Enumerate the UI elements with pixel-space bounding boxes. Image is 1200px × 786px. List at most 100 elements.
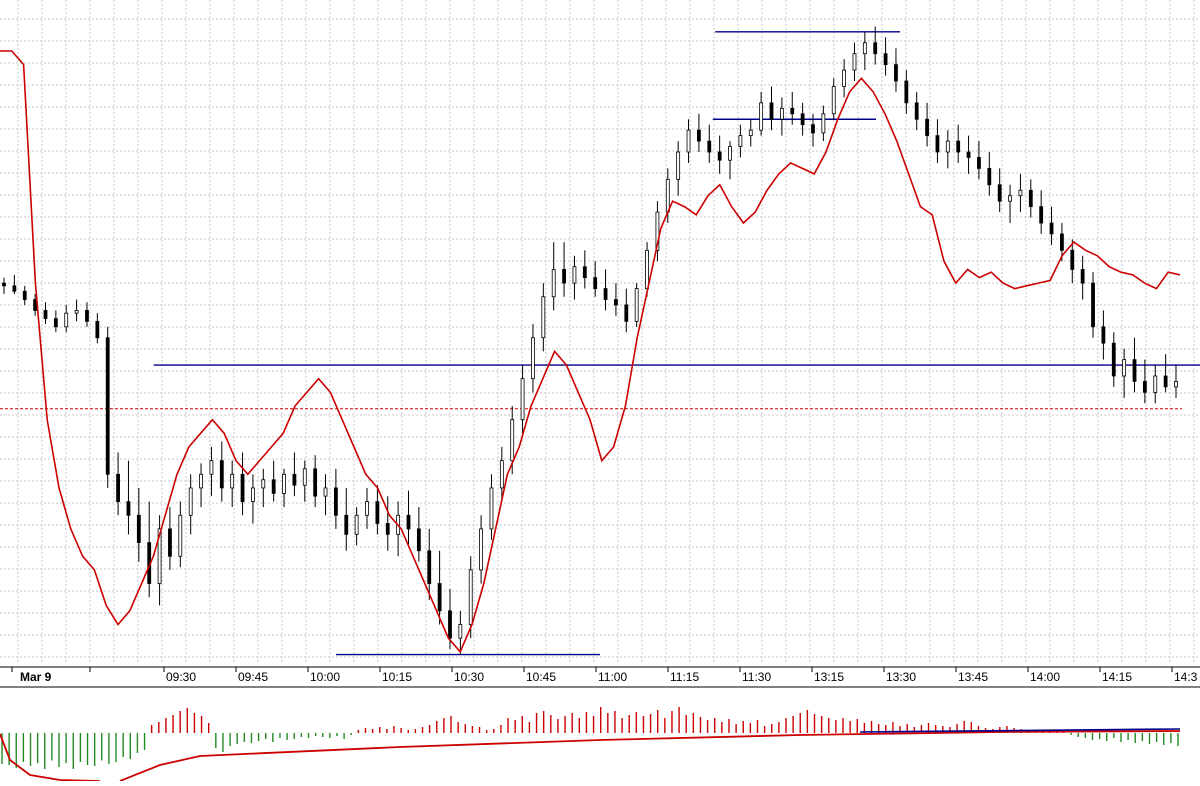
candle [1039,190,1044,234]
candle [427,528,432,600]
candle [624,288,629,333]
candle [365,487,369,529]
overlay-line [0,50,1181,654]
candle [1132,337,1137,393]
candle [779,97,784,136]
candle [862,31,867,71]
candle [987,152,992,196]
candle [686,119,691,163]
x-tick-label: 14:15 [1102,670,1132,684]
candle [282,468,286,508]
x-tick-label: 11:30 [742,670,771,684]
candle [790,91,795,125]
candle [1111,332,1116,387]
x-tick-label: 09:30 [166,670,196,684]
candle [1153,365,1158,404]
candle [240,452,245,516]
candle [914,91,919,131]
candle [945,130,950,169]
candle [43,302,48,325]
candle [603,269,608,311]
x-tick-label: 11:00 [598,670,627,684]
candle [396,501,401,557]
candle [769,86,774,131]
candle [1080,255,1085,300]
candle [385,496,390,551]
x-tick-label: 09:45 [238,670,268,684]
candle [64,304,69,333]
candle [1008,184,1012,224]
candle [614,283,618,316]
date-label: Mar 9 [20,670,52,684]
candle [416,507,421,562]
candle [468,556,473,639]
x-tick-label: 11:15 [670,670,699,684]
x-tick-label: 13:45 [958,670,988,684]
candle [977,141,981,180]
candle [1174,365,1178,398]
candle [458,610,463,655]
candle [572,255,577,300]
candle [499,446,504,502]
candle [852,42,857,82]
candle [479,515,483,584]
x-tick-label: 10:30 [454,670,484,684]
candle [1091,272,1095,338]
volume-average-line-left [0,733,101,782]
candle [251,474,255,524]
candle [1028,179,1033,218]
candle [209,446,214,497]
candle [531,324,535,393]
candle [551,242,556,311]
candle [966,135,971,174]
level-lines [153,31,1200,656]
candle [634,283,639,327]
candle [302,460,307,502]
candle [230,460,235,508]
x-tick-label: 14:00 [1030,670,1060,684]
candle [541,283,546,352]
candle [676,141,681,196]
candle [997,168,1002,213]
candle [842,59,847,98]
candle [313,455,318,508]
candle [489,474,494,540]
candle [883,37,888,76]
candle [136,487,141,562]
x-tick-label: 13:15 [814,670,844,684]
candle [821,105,826,142]
candle [925,102,929,147]
x-tick-label: 13:30 [886,670,916,684]
candle [593,261,598,297]
candle [1049,206,1054,245]
candle [157,515,162,606]
candle [1070,239,1075,284]
time-axis: Mar 9 09:30 09:45 10:00 10:15 10:30 10:45 11:0… [0,666,1200,688]
candle [147,501,152,598]
candle [738,124,743,158]
candle [1018,173,1023,213]
candle [748,119,753,147]
candle [354,507,359,546]
candle [95,313,100,344]
candle [707,124,712,163]
candles [2,26,1178,655]
candle [333,468,338,529]
candle [292,452,297,497]
candle [894,48,898,92]
candle [116,452,120,516]
candle [1101,310,1106,360]
candle [168,507,172,570]
candle [728,141,732,180]
candle [759,91,764,136]
candle [1122,348,1127,398]
candle [2,277,6,295]
candle [831,78,836,120]
candle [375,485,380,535]
grid [0,0,1200,664]
volume-average-line [119,730,1181,782]
candle [800,102,805,136]
candle [1163,354,1168,393]
